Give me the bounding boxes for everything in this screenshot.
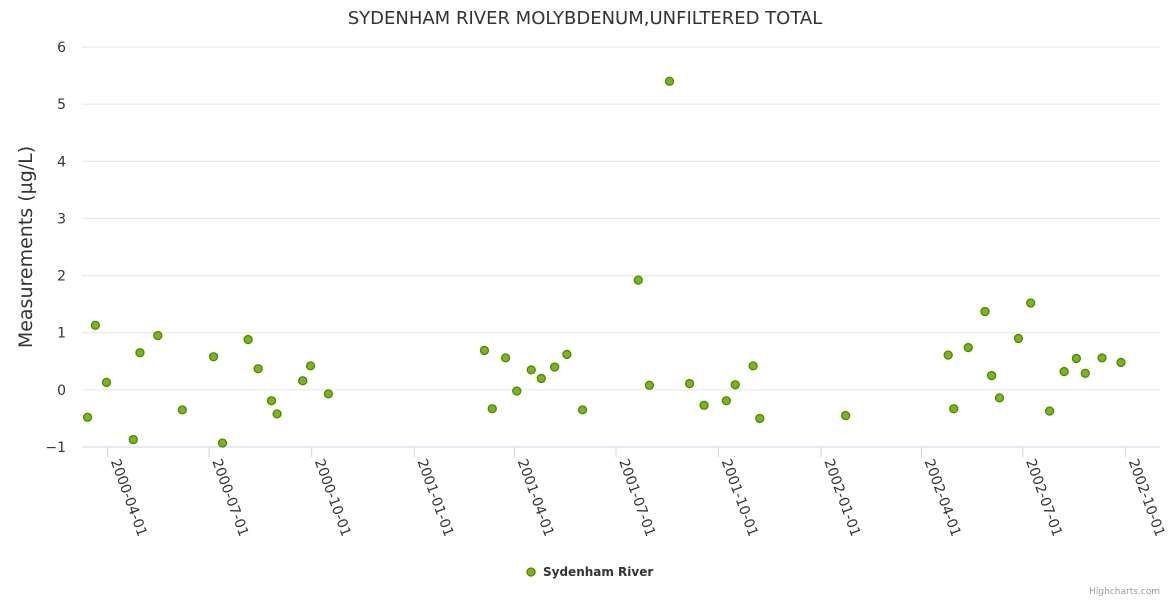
legend[interactable]: Sydenham River xyxy=(526,565,653,579)
data-point xyxy=(562,349,572,360)
data-point xyxy=(253,364,263,374)
data-point xyxy=(298,376,308,386)
x-tick-label: 2001-10-01 xyxy=(718,457,761,539)
x-tick-label: 2002-07-01 xyxy=(1022,457,1065,539)
data-point xyxy=(699,400,709,410)
data-point xyxy=(943,350,953,360)
legend-marker-icon[interactable] xyxy=(526,567,536,577)
y-tick-label: 3 xyxy=(57,211,66,227)
x-tick-label: 2000-04-01 xyxy=(107,457,150,539)
grid-lines xyxy=(82,46,1160,391)
data-point xyxy=(1026,298,1036,308)
x-axis: 2000-04-01 2000-07-01 2000-10-01 2001-01-01… xyxy=(82,446,1168,539)
data-point xyxy=(512,386,522,396)
data-point xyxy=(1071,353,1082,364)
credits-link[interactable]: Highcharts.com xyxy=(1089,587,1160,597)
data-point xyxy=(526,365,536,375)
data-point xyxy=(684,378,695,389)
data-point xyxy=(664,76,675,86)
data-point xyxy=(1013,333,1024,344)
data-point xyxy=(128,434,138,445)
x-tick-label: 2002-04-01 xyxy=(921,457,964,539)
data-point xyxy=(949,404,959,414)
y-axis-ticks: −1 0 1 2 3 4 5 6 xyxy=(45,40,66,456)
x-tick-label: 2002-10-01 xyxy=(1125,457,1168,539)
data-point xyxy=(217,438,228,448)
x-tick-label: 2001-07-01 xyxy=(615,457,658,539)
data-point xyxy=(633,275,643,285)
data-point xyxy=(550,362,560,372)
data-point xyxy=(1044,406,1055,416)
data-point xyxy=(323,389,334,399)
data-point xyxy=(644,380,655,390)
data-point xyxy=(90,320,101,330)
data-point xyxy=(840,410,851,421)
data-point xyxy=(305,361,316,371)
data-point xyxy=(1097,353,1107,363)
data-point xyxy=(266,396,277,406)
data-point xyxy=(963,342,973,353)
data-point xyxy=(208,352,219,362)
y-tick-label: 5 xyxy=(57,97,66,113)
y-tick-label: 6 xyxy=(57,40,66,56)
data-point xyxy=(730,380,740,390)
data-point xyxy=(177,405,187,415)
x-tick-label: 2001-04-01 xyxy=(514,457,557,539)
x-tick-label: 2002-01-01 xyxy=(820,457,863,539)
data-point xyxy=(101,377,112,388)
data-point xyxy=(1116,357,1126,368)
y-tick-label: 1 xyxy=(57,326,66,342)
y-tick-label: −1 xyxy=(45,440,66,456)
data-point xyxy=(243,334,253,345)
data-point xyxy=(272,409,282,419)
x-tick-label: 2000-07-01 xyxy=(208,457,251,539)
data-point xyxy=(748,361,758,371)
chart-title: SYDENHAM RIVER MOLYBDENUM,UNFILTERED TOT… xyxy=(348,8,823,29)
data-point xyxy=(1059,366,1069,377)
legend-label[interactable]: Sydenham River xyxy=(543,565,653,579)
data-point xyxy=(135,348,145,358)
data-point xyxy=(987,370,997,381)
y-tick-label: 4 xyxy=(57,154,66,170)
data-point xyxy=(500,353,511,363)
data-point xyxy=(536,373,546,384)
data-point xyxy=(1080,368,1090,378)
data-point xyxy=(721,396,731,406)
y-axis-label: Measurements (µg/L) xyxy=(15,146,37,348)
series-points xyxy=(82,76,1126,448)
data-point xyxy=(994,393,1005,403)
data-point xyxy=(577,405,588,415)
y-tick-label: 2 xyxy=(57,269,66,285)
x-tick-label: 2001-01-01 xyxy=(413,457,456,539)
data-point xyxy=(153,330,163,341)
data-point xyxy=(487,404,497,414)
x-tick-label: 2000-10-01 xyxy=(311,457,354,539)
y-tick-label: 0 xyxy=(57,383,66,399)
data-point xyxy=(479,345,490,356)
data-point xyxy=(980,306,990,317)
data-point xyxy=(82,412,93,422)
data-point xyxy=(755,413,765,424)
